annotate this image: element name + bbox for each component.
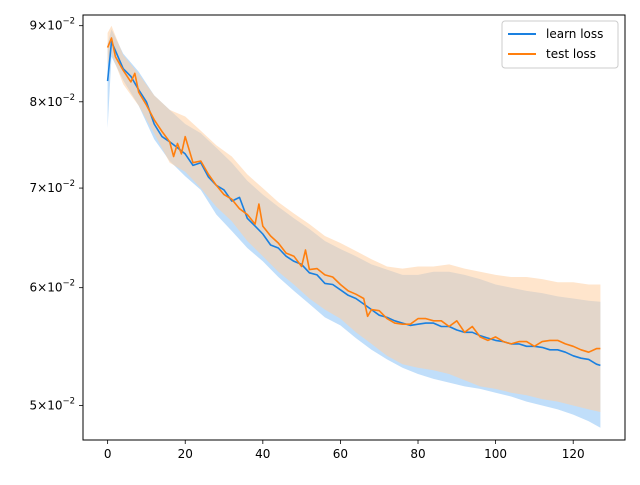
x-tick-label: 100 <box>484 447 507 461</box>
y-tick-label: 9×10−2 <box>30 17 76 33</box>
x-tick-label: 60 <box>333 447 348 461</box>
line-test-loss <box>106 37 601 354</box>
legend-box <box>501 20 619 69</box>
x-tick-label: 20 <box>178 447 193 461</box>
legend-label: learn loss <box>546 27 603 41</box>
line-learn-loss <box>106 40 601 367</box>
legend-label: test loss <box>546 47 596 61</box>
x-axis: 0 20 40 60 80 100 120 <box>104 440 585 461</box>
legend: learn loss test loss <box>501 20 619 69</box>
band-test-loss <box>107 25 601 412</box>
y-axis: 5×10−2 6×10−2 7×10−2 8×10−2 9×10−2 <box>30 17 83 412</box>
x-tick-label: 40 <box>255 447 270 461</box>
plot-frame <box>82 14 626 441</box>
series-lines <box>106 37 601 367</box>
x-tick-label: 120 <box>562 447 585 461</box>
x-tick-label: 80 <box>410 447 425 461</box>
y-tick-label: 8×10−2 <box>30 93 76 109</box>
confidence-bands <box>107 25 601 428</box>
y-tick-label: 6×10−2 <box>30 279 76 295</box>
y-tick-label: 5×10−2 <box>30 396 76 412</box>
x-tick-label: 0 <box>104 447 112 461</box>
y-tick-label: 7×10−2 <box>30 179 76 195</box>
